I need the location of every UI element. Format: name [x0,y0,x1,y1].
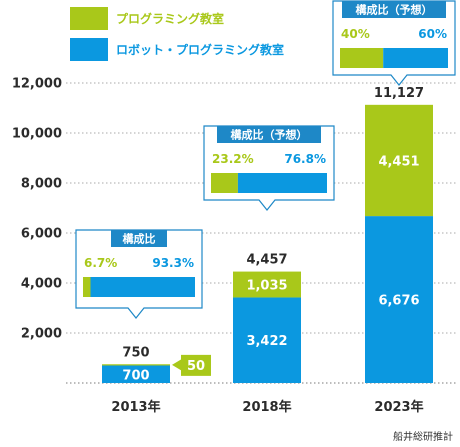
value-label-robot-programming: 6,676 [378,294,419,309]
composition-green-pct: 23.2% [212,152,254,166]
legend-swatch [70,38,108,61]
composition-bar-blue [90,277,195,297]
source-note: 船井総研推計 [393,430,453,443]
x-category-label: 2023年 [374,399,423,415]
composition-green-pct: 6.7% [84,256,117,270]
composition-box-title: 構成比 [123,232,156,246]
value-label-robot-programming: 3,422 [246,334,287,349]
composition-box-title-strip [342,1,446,18]
composition-bar-green [211,173,238,193]
value-label-robot-programming: 700 [122,368,149,383]
value-label-programming: 4,451 [378,154,419,169]
bar-robot-programming-0 [102,365,170,383]
legend-label: プログラミング教室 [116,11,224,26]
composition-bar-blue [237,173,327,193]
y-tick-label: 6,000 [21,227,62,242]
legend-label: ロボット・プログラミング教室 [116,42,284,57]
composition-green-pct: 40% [341,27,370,41]
composition-bar-green [83,277,91,297]
y-tick-label: 8,000 [21,177,62,192]
composition-box-title: 構成比（予想） [356,3,433,17]
callout-box [181,354,211,376]
total-label: 750 [122,345,149,360]
total-label: 4,457 [246,253,287,268]
callout-pointer [172,358,182,371]
composition-blue-pct: 93.3% [152,256,194,270]
y-tick-label: 4,000 [21,277,62,292]
composition-bar-green [340,48,384,68]
x-category-label: 2018年 [242,399,291,415]
composition-box-title-strip [217,126,321,143]
bar-programming-0 [102,364,170,366]
composition-bar-blue [383,48,448,68]
composition-blue-pct: 76.8% [284,152,326,166]
bar-robot-programming-1 [233,297,301,383]
composition-box-title: 構成比（予想） [231,128,308,142]
bar-programming-1 [233,271,301,298]
total-label: 11,127 [374,86,424,101]
x-category-label: 2013年 [111,399,160,415]
y-tick-label: 10,000 [12,127,62,142]
legend-swatch [70,7,108,30]
bar-robot-programming-2 [365,216,433,383]
y-tick-label: 12,000 [12,77,62,92]
bar-programming-2 [365,104,433,217]
composition-box-title-strip [111,230,167,247]
composition-blue-pct: 60% [418,27,447,41]
y-tick-label: 2,000 [21,327,62,342]
value-label-programming: 50 [187,359,205,374]
value-label-programming: 1,035 [246,279,287,294]
